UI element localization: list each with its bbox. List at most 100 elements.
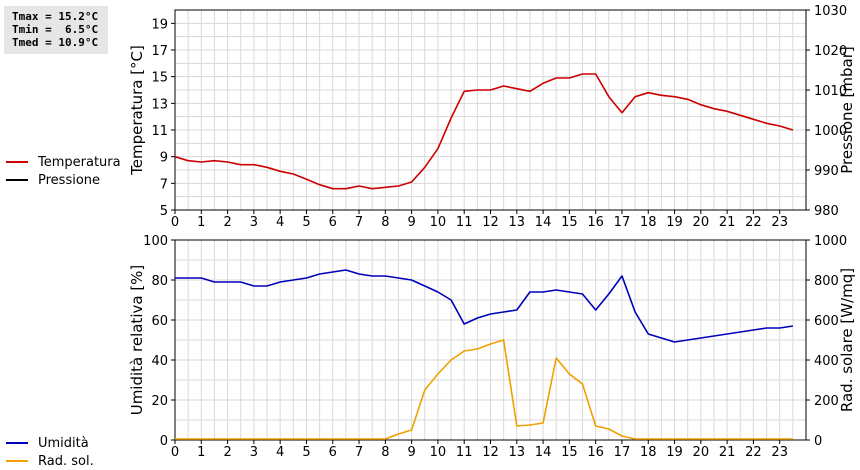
x-tick-label: 19 (666, 215, 683, 230)
x-tick-label: 14 (535, 445, 552, 460)
x-tick-label: 21 (719, 445, 736, 460)
charts-svg: 0 1 2 3 4 5 6 7 8 9 10 11 12 13 14 15 16 17 18 19 20 21 22 2357… (128, 4, 856, 460)
x-tick-label: 7 (355, 445, 363, 460)
temperature-stats-box: Tmax = 15.2°C Tmin = 6.5°C Tmed = 10.9°C (4, 6, 108, 54)
legend-swatch-temperature (6, 161, 28, 163)
x-tick-label: 4 (276, 215, 284, 230)
series-line-1-1 (174, 73, 794, 190)
x-tick-label: 11 (456, 215, 473, 230)
x-tick-label: 0 (171, 445, 179, 460)
x-tick-label: 17 (614, 445, 631, 460)
y-tick-label: 60 (151, 314, 168, 329)
x-tick-label: 2 (223, 215, 231, 230)
legend-item-humidity: Umidità (6, 434, 94, 452)
x-tick-label: 21 (719, 215, 736, 230)
weather-charts: Tmax = 15.2°C Tmin = 6.5°C Tmed = 10.9°C T… (4, 4, 856, 469)
legend-swatch-radiation (6, 460, 28, 462)
x-tick-label: 12 (482, 445, 499, 460)
y2-axis-label: Rad. solare [W/mq] (838, 268, 856, 412)
x-tick-label: 17 (614, 215, 631, 230)
x-tick-label: 16 (587, 215, 604, 230)
y2-tick-label: 980 (814, 204, 839, 219)
legend-label-temperature: Temperatura (38, 154, 121, 170)
legend-label-pressure: Pressione (38, 172, 101, 188)
y2-axis-label: Pressione [mbar] (838, 46, 856, 174)
y2-tick-label: 1000 (814, 234, 847, 249)
y-tick-label: 100 (143, 234, 168, 249)
y2-tick-label: 1020 (814, 44, 847, 59)
x-tick-label: 13 (509, 445, 526, 460)
y2-tick-label: 990 (814, 164, 839, 179)
tmax-text: Tmax = 15.2°C (12, 10, 99, 23)
x-tick-label: 4 (276, 445, 284, 460)
chart-1: 0 1 2 3 4 5 6 7 8 9 10 11 12 13 14 15 16 17 18 19 20 21 22 2357… (128, 4, 856, 230)
y-tick-label: 17 (151, 44, 168, 59)
y-tick-label: 0 (160, 434, 168, 449)
y-tick-label: 11 (151, 124, 168, 139)
x-tick-label: 23 (771, 215, 788, 230)
y-tick-label: 9 (160, 151, 168, 166)
y-tick-label: 13 (151, 97, 168, 112)
x-tick-label: 0 (171, 215, 179, 230)
x-tick-label: 10 (430, 445, 447, 460)
x-tick-label: 22 (745, 215, 762, 230)
y-tick-label: 80 (151, 274, 168, 289)
x-tick-label: 15 (561, 445, 578, 460)
y2-tick-label: 1030 (814, 4, 847, 19)
legend-item-temperature: Temperatura (6, 153, 121, 171)
x-tick-label: 6 (329, 215, 337, 230)
x-tick-label: 11 (456, 445, 473, 460)
x-tick-label: 13 (509, 215, 526, 230)
y2-tick-label: 400 (814, 354, 839, 369)
tmed-text: Tmed = 10.9°C (12, 36, 99, 49)
x-tick-label: 22 (745, 445, 762, 460)
x-tick-label: 20 (693, 445, 710, 460)
y-tick-label: 7 (160, 177, 168, 192)
x-tick-label: 14 (535, 215, 552, 230)
x-tick-label: 3 (250, 445, 258, 460)
y2-tick-label: 600 (814, 314, 839, 329)
x-tick-label: 8 (381, 445, 389, 460)
y2-tick-label: 1000 (814, 124, 847, 139)
x-tick-label: 3 (250, 215, 258, 230)
x-tick-label: 9 (407, 215, 415, 230)
tmin-text: Tmin = 6.5°C (12, 23, 99, 36)
x-tick-label: 18 (640, 215, 657, 230)
y-axis-label: Umidità relativa [%] (128, 265, 146, 416)
legend-label-humidity: Umidità (38, 435, 89, 451)
x-tick-label: 6 (329, 445, 337, 460)
y-tick-label: 5 (160, 204, 168, 219)
x-tick-label: 1 (197, 215, 205, 230)
x-tick-label: 20 (693, 215, 710, 230)
x-tick-label: 16 (587, 445, 604, 460)
y2-tick-label: 0 (814, 434, 822, 449)
x-tick-label: 23 (771, 445, 788, 460)
y-axis-label: Temperatura [°C] (128, 45, 146, 176)
x-tick-label: 7 (355, 215, 363, 230)
y2-tick-label: 800 (814, 274, 839, 289)
series-line-2-2 (175, 339, 793, 440)
legend-swatch-humidity (6, 442, 28, 444)
y2-tick-label: 1010 (814, 84, 847, 99)
x-tick-label: 9 (407, 445, 415, 460)
x-tick-label: 1 (197, 445, 205, 460)
legend-item-pressure: Pressione (6, 171, 121, 189)
x-tick-label: 15 (561, 215, 578, 230)
legend-swatch-pressure (6, 179, 28, 181)
x-tick-label: 8 (381, 215, 389, 230)
y-tick-label: 20 (151, 394, 168, 409)
y-tick-label: 15 (151, 71, 168, 86)
x-tick-label: 2 (223, 445, 231, 460)
series-line-2-1 (175, 269, 794, 343)
y-tick-label: 40 (151, 354, 168, 369)
x-tick-label: 19 (666, 445, 683, 460)
y2-tick-label: 200 (814, 394, 839, 409)
x-tick-label: 5 (302, 215, 310, 230)
chart-2: 0 1 2 3 4 5 6 7 8 9 10 11 12 13 14 15 16 17 18 19 20 21 22 2302… (128, 234, 856, 460)
x-tick-label: 18 (640, 445, 657, 460)
x-tick-label: 10 (430, 215, 447, 230)
x-tick-label: 5 (302, 445, 310, 460)
y-tick-label: 19 (151, 17, 168, 32)
legend-top: Temperatura Pressione (6, 153, 121, 189)
x-tick-label: 12 (482, 215, 499, 230)
